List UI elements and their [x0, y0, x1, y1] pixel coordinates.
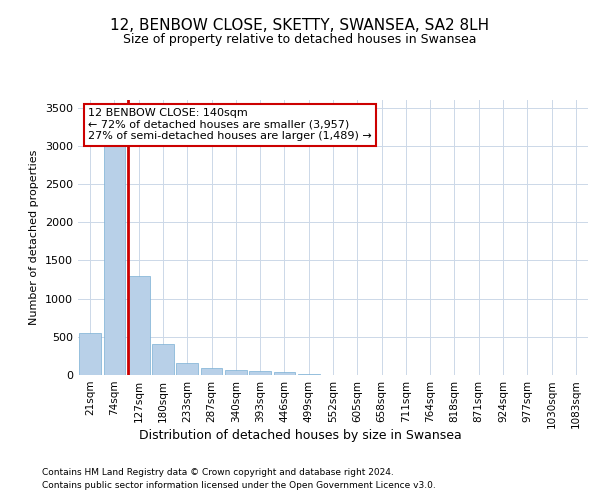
Bar [79, 333, 101, 375]
Bar [152, 344, 174, 375]
Bar [225, 370, 247, 375]
Text: 12 BENBOW CLOSE: 140sqm
← 72% of detached houses are smaller (3,957)
27% of semi: 12 BENBOW CLOSE: 140sqm ← 72% of detache… [88, 108, 372, 142]
Bar [104, 112, 125, 375]
Text: 12, BENBOW CLOSE, SKETTY, SWANSEA, SA2 8LH: 12, BENBOW CLOSE, SKETTY, SWANSEA, SA2 8… [110, 18, 490, 32]
Bar [249, 371, 271, 375]
Bar [274, 372, 295, 375]
Y-axis label: Number of detached properties: Number of detached properties [29, 150, 40, 325]
Bar [200, 368, 223, 375]
Text: Size of property relative to detached houses in Swansea: Size of property relative to detached ho… [123, 32, 477, 46]
Bar [128, 276, 149, 375]
Text: Contains public sector information licensed under the Open Government Licence v3: Contains public sector information licen… [42, 480, 436, 490]
Bar [176, 363, 198, 375]
Bar [298, 374, 320, 375]
Text: Distribution of detached houses by size in Swansea: Distribution of detached houses by size … [139, 428, 461, 442]
Text: Contains HM Land Registry data © Crown copyright and database right 2024.: Contains HM Land Registry data © Crown c… [42, 468, 394, 477]
